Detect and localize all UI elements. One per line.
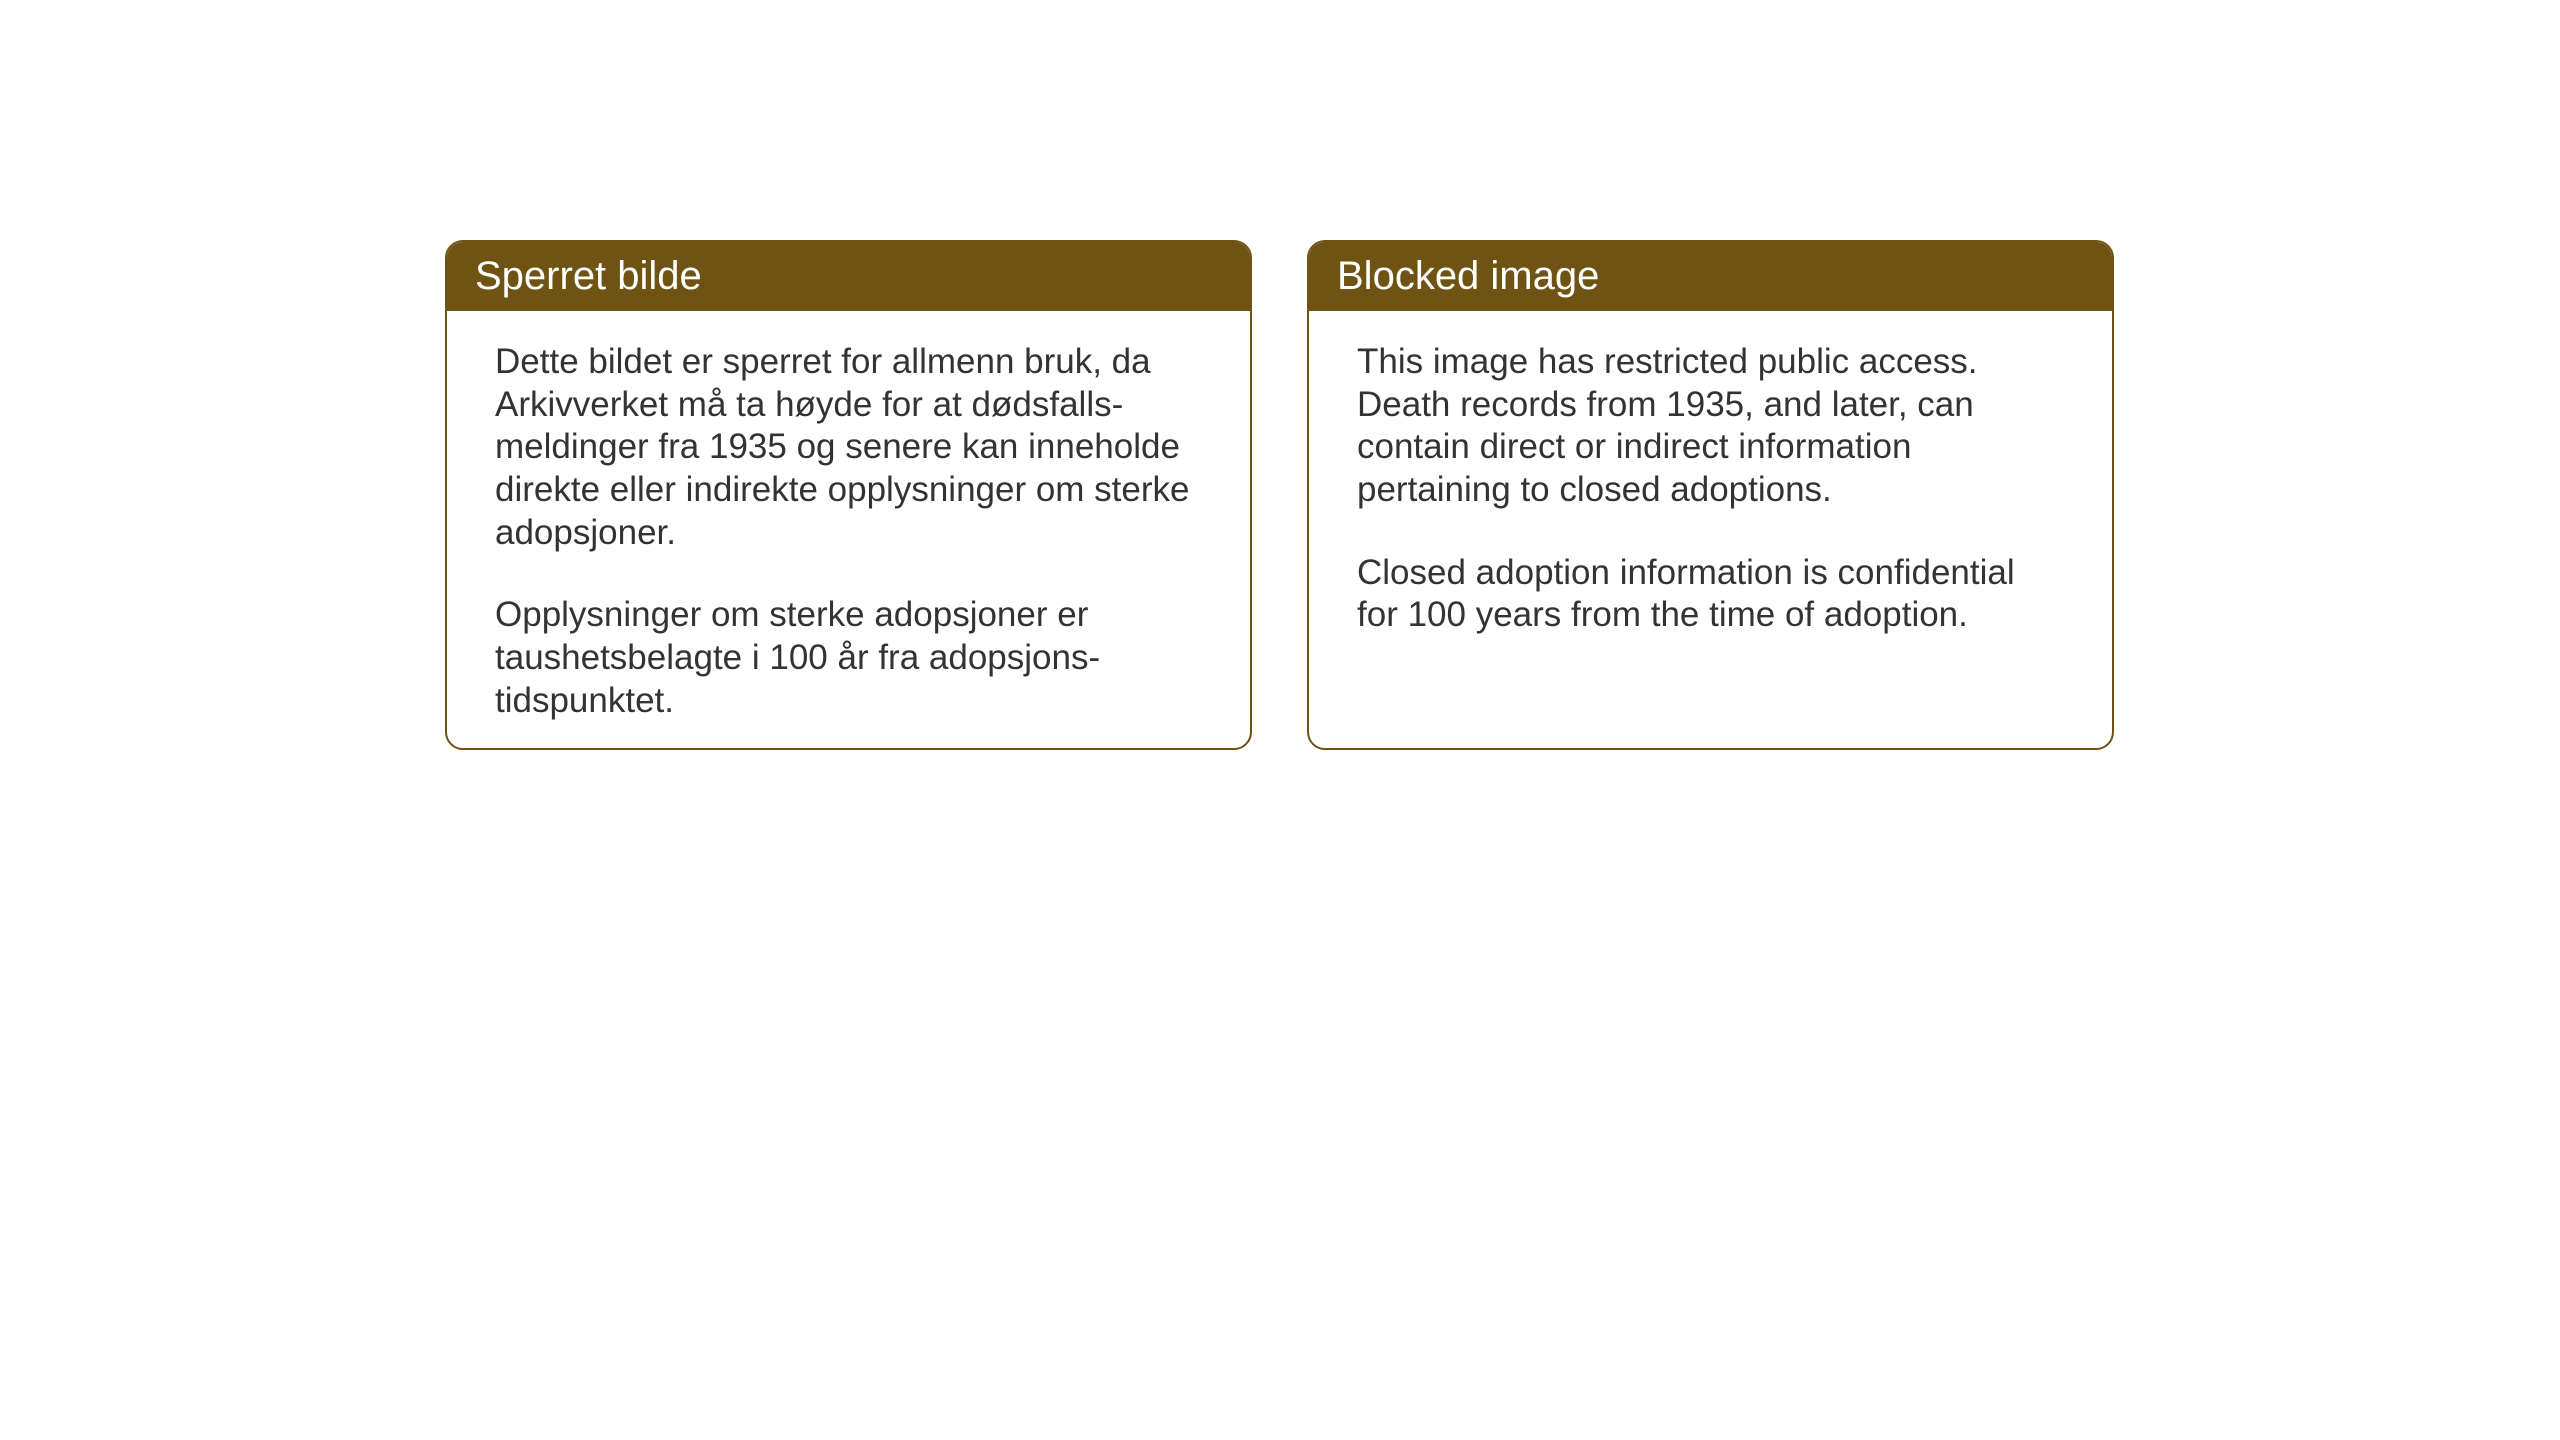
card-body-english: This image has restricted public access.…: [1309, 311, 2112, 677]
notice-card-norwegian: Sperret bilde Dette bildet er sperret fo…: [445, 240, 1252, 750]
card-paragraph-norwegian-2: Opplysninger om sterke adopsjoner er tau…: [495, 594, 1202, 722]
notice-card-english: Blocked image This image has restricted …: [1307, 240, 2114, 750]
card-header-norwegian: Sperret bilde: [447, 242, 1250, 311]
card-title-english: Blocked image: [1337, 254, 1599, 298]
card-body-norwegian: Dette bildet er sperret for allmenn bruk…: [447, 311, 1250, 750]
card-paragraph-english-1: This image has restricted public access.…: [1357, 341, 2064, 512]
card-header-english: Blocked image: [1309, 242, 2112, 311]
card-paragraph-norwegian-1: Dette bildet er sperret for allmenn bruk…: [495, 341, 1202, 554]
card-title-norwegian: Sperret bilde: [475, 254, 702, 298]
card-paragraph-english-2: Closed adoption information is confident…: [1357, 552, 2064, 637]
notice-container: Sperret bilde Dette bildet er sperret fo…: [445, 240, 2114, 750]
